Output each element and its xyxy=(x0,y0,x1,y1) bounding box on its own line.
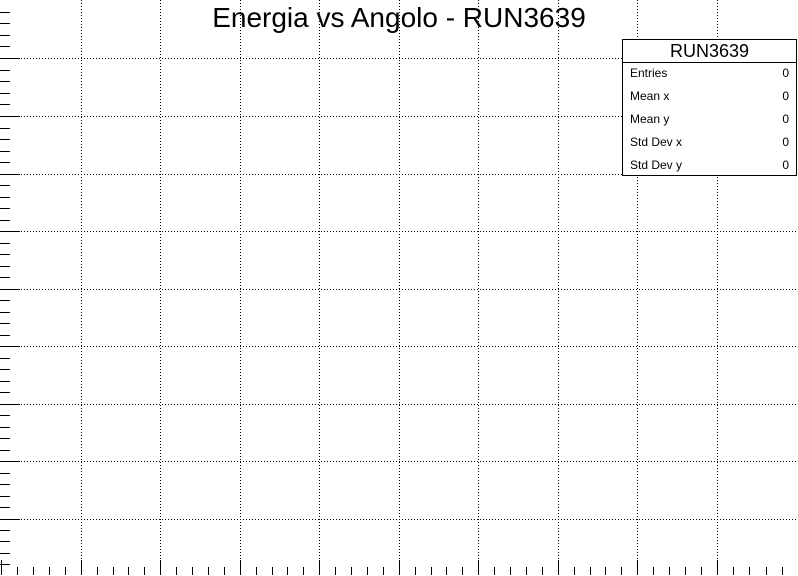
stats-label: Entries xyxy=(630,66,668,80)
stats-label: Mean y xyxy=(630,112,670,126)
stats-row-mean-x: Mean x 0 xyxy=(630,85,789,107)
stats-box: RUN3639 Entries 0 Mean x 0 Mean y 0 Std … xyxy=(622,39,797,176)
stats-row-entries: Entries 0 xyxy=(630,62,789,84)
stats-value: 0 xyxy=(782,66,789,80)
stats-label: Mean x xyxy=(630,89,670,103)
stats-value: 0 xyxy=(782,135,789,149)
stats-row-mean-y: Mean y 0 xyxy=(630,108,789,130)
stats-value: 0 xyxy=(782,89,789,103)
stats-value: 0 xyxy=(782,112,789,126)
stats-box-name: RUN3639 xyxy=(623,40,796,63)
axis-ticks xyxy=(0,12,783,575)
stats-row-std-dev-x: Std Dev x 0 xyxy=(630,131,789,153)
stats-label: Std Dev x xyxy=(630,135,683,149)
stats-row-std-dev-y: Std Dev y 0 xyxy=(630,154,789,176)
stats-value: 0 xyxy=(782,158,789,172)
stats-label: Std Dev y xyxy=(630,158,683,172)
chart-title: Energia vs Angolo - RUN3639 xyxy=(212,2,586,33)
